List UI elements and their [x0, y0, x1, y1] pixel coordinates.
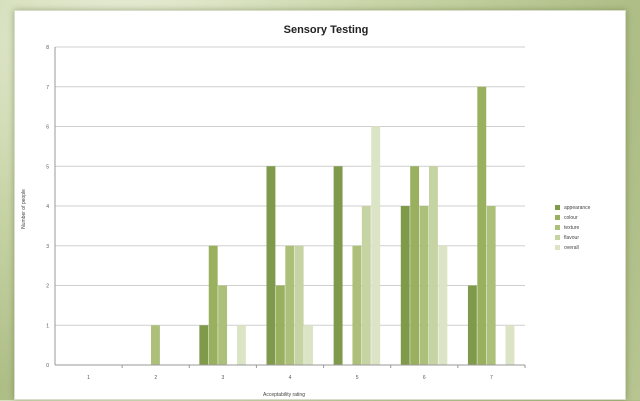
y-tick-label: 8 [46, 45, 49, 51]
x-tick-label: 6 [423, 375, 426, 381]
bar-overall-3 [236, 325, 246, 365]
y-tick-label: 0 [46, 363, 49, 369]
y-tick-label: 6 [46, 125, 49, 131]
y-axis-label: Number of people [21, 189, 27, 229]
bar-overall-5 [371, 126, 381, 365]
legend-label-overall: overall [564, 245, 579, 251]
bar-colour-4 [275, 285, 285, 365]
x-axis-label: Acceptability rating [263, 392, 305, 398]
bar-appearance-4 [266, 166, 276, 365]
bar-texture-6 [419, 206, 429, 365]
bar-appearance-6 [400, 206, 410, 365]
bar-flavour-5 [361, 206, 371, 365]
bar-colour-6 [410, 166, 420, 365]
legend-swatch-appearance [555, 205, 560, 210]
bar-flavour-6 [428, 166, 438, 365]
x-tick-label: 4 [289, 375, 292, 381]
x-tick-label: 1 [87, 375, 90, 381]
legend-swatch-colour [555, 215, 560, 220]
x-tick-label: 5 [356, 375, 359, 381]
legend-label-colour: colour [564, 215, 578, 221]
bar-flavour-4 [294, 245, 304, 365]
bar-appearance-3 [199, 325, 209, 365]
bar-appearance-7 [467, 285, 477, 365]
legend-swatch-texture [555, 225, 560, 230]
bar-colour-3 [208, 245, 218, 365]
bars [151, 86, 515, 365]
bar-texture-3 [218, 285, 228, 365]
bar-colour-7 [477, 86, 487, 365]
bar-overall-7 [505, 325, 515, 365]
bar-texture-5 [352, 245, 362, 365]
y-tick-label: 4 [46, 204, 49, 210]
axes: 0 1 2 3 4 5 6 7 8 1 2 3 4 5 6 7 [46, 45, 526, 381]
bar-appearance-5 [333, 166, 343, 365]
legend: appearance colour texture flavour overall [555, 205, 591, 251]
legend-label-appearance: appearance [564, 205, 591, 211]
bar-texture-2 [151, 325, 160, 365]
y-tick-label: 5 [46, 164, 49, 170]
bar-chart: Sensory Testing 0 1 2 3 4 5 6 7 8 1 2 3 4 5 6 7 Accepta… [21, 24, 591, 398]
y-tick-label: 1 [46, 323, 49, 329]
y-tick-label: 3 [46, 244, 49, 250]
legend-label-flavour: flavour [564, 235, 579, 241]
x-tick-label: 2 [154, 375, 157, 381]
legend-swatch-overall [555, 245, 560, 250]
bar-texture-7 [486, 206, 496, 365]
bar-texture-4 [285, 245, 295, 365]
legend-label-texture: texture [564, 225, 580, 231]
y-tick-label: 2 [46, 284, 49, 290]
bar-overall-4 [304, 325, 313, 365]
x-tick-label: 3 [221, 375, 224, 381]
x-tick-label: 7 [490, 375, 493, 381]
legend-swatch-flavour [555, 235, 560, 240]
chart-title: Sensory Testing [284, 24, 369, 36]
bar-overall-6 [438, 245, 448, 365]
y-tick-label: 7 [46, 85, 49, 91]
chart-frame: Sensory Testing 0 1 2 3 4 5 6 7 8 1 2 3 4 5 6 7 Accepta… [14, 10, 626, 400]
